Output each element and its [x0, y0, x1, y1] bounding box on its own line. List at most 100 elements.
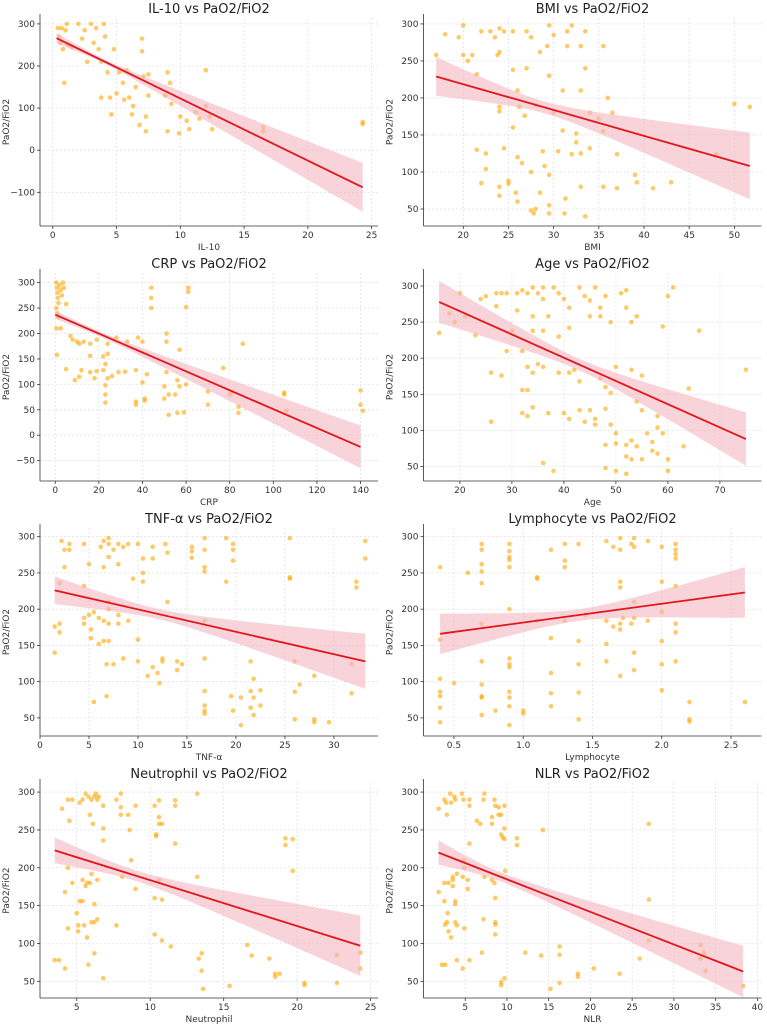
data-point [502, 836, 507, 842]
data-point [520, 348, 525, 354]
data-point [164, 339, 169, 344]
data-point [143, 128, 149, 134]
y-tick-label: 250 [18, 304, 35, 314]
data-point [497, 108, 502, 114]
y-tick-label: 50 [24, 406, 36, 416]
data-point [520, 387, 525, 393]
data-point [566, 370, 572, 375]
data-point [563, 196, 568, 201]
data-point [150, 664, 155, 670]
data-point [92, 919, 97, 925]
data-point [483, 293, 489, 299]
data-point [167, 80, 173, 86]
data-point [608, 422, 613, 427]
data-point [618, 290, 624, 296]
data-point [156, 814, 162, 820]
data-point [546, 23, 552, 28]
data-point [437, 705, 443, 711]
data-point [634, 180, 640, 185]
data-point [202, 703, 207, 708]
data-point [502, 826, 507, 831]
data-point [562, 541, 568, 547]
data-point [551, 32, 556, 38]
data-point [106, 554, 111, 560]
data-point [489, 814, 495, 820]
chart-panel: 0 20 40 60 80 100 120 140 −50 0 50 100 150 200 250 300 C… [0, 255, 383, 510]
data-point [101, 21, 107, 27]
y-tick-label: 300 [18, 533, 35, 543]
data-point [161, 384, 167, 389]
data-point [557, 980, 562, 986]
data-point [205, 402, 211, 408]
regression-line [54, 589, 366, 663]
data-point [494, 303, 499, 309]
data-point [548, 690, 554, 696]
data-point [143, 114, 149, 119]
x-tick-label: 25 [626, 1003, 637, 1013]
data-point [92, 951, 97, 956]
y-tick-label: 0 [29, 146, 35, 156]
data-point [587, 314, 593, 319]
data-point [203, 67, 209, 73]
data-point [89, 871, 94, 877]
data-point [436, 330, 442, 336]
x-tick-label: 30 [548, 231, 560, 241]
chart-title: CRP vs PaO2/FiO2 [151, 257, 266, 272]
data-point [546, 410, 551, 416]
data-point [290, 836, 296, 842]
data-point [492, 880, 497, 886]
data-point [530, 405, 535, 410]
data-point [524, 66, 529, 71]
data-point [608, 319, 613, 325]
data-point [743, 367, 749, 373]
data-point [68, 333, 73, 339]
data-point [488, 419, 494, 425]
confidence-band [56, 33, 363, 212]
data-point [76, 374, 82, 380]
data-point [608, 390, 613, 396]
data-point [632, 172, 638, 178]
y-tick-label: 250 [401, 57, 418, 67]
data-point [272, 974, 278, 980]
data-point [454, 923, 460, 928]
data-point [460, 23, 466, 28]
data-point [184, 118, 189, 124]
data-point [202, 564, 207, 570]
data-point [513, 190, 518, 195]
data-point [70, 337, 76, 342]
data-point [165, 599, 170, 605]
data-point [54, 352, 60, 358]
data-point [483, 166, 489, 172]
data-point [497, 104, 502, 110]
x-tick-label: 25 [279, 741, 290, 751]
data-point [142, 398, 147, 403]
data-point [673, 621, 678, 626]
data-point [528, 169, 534, 175]
data-point [120, 544, 126, 550]
data-point [515, 88, 520, 93]
y-tick-label: 250 [401, 826, 418, 836]
data-point [52, 650, 57, 655]
data-point [114, 91, 119, 96]
data-point [358, 402, 363, 408]
data-point [146, 72, 151, 77]
data-point [492, 895, 498, 901]
x-tick-label: 20 [291, 1003, 303, 1013]
data-point [84, 59, 90, 65]
x-tick-label: 80 [224, 486, 236, 496]
chart-title: Age vs PaO2/FiO2 [535, 257, 650, 272]
x-tick-label: 25 [503, 231, 514, 241]
data-point [510, 29, 516, 34]
data-point [551, 468, 556, 474]
data-point [100, 976, 106, 981]
data-point [118, 804, 124, 810]
data-point [220, 365, 226, 371]
data-point [624, 471, 629, 477]
data-point [77, 800, 82, 805]
data-point [326, 719, 332, 725]
data-point [542, 163, 547, 169]
data-point [577, 407, 582, 413]
data-point [87, 880, 93, 886]
data-point [100, 838, 106, 843]
data-point [523, 950, 528, 955]
